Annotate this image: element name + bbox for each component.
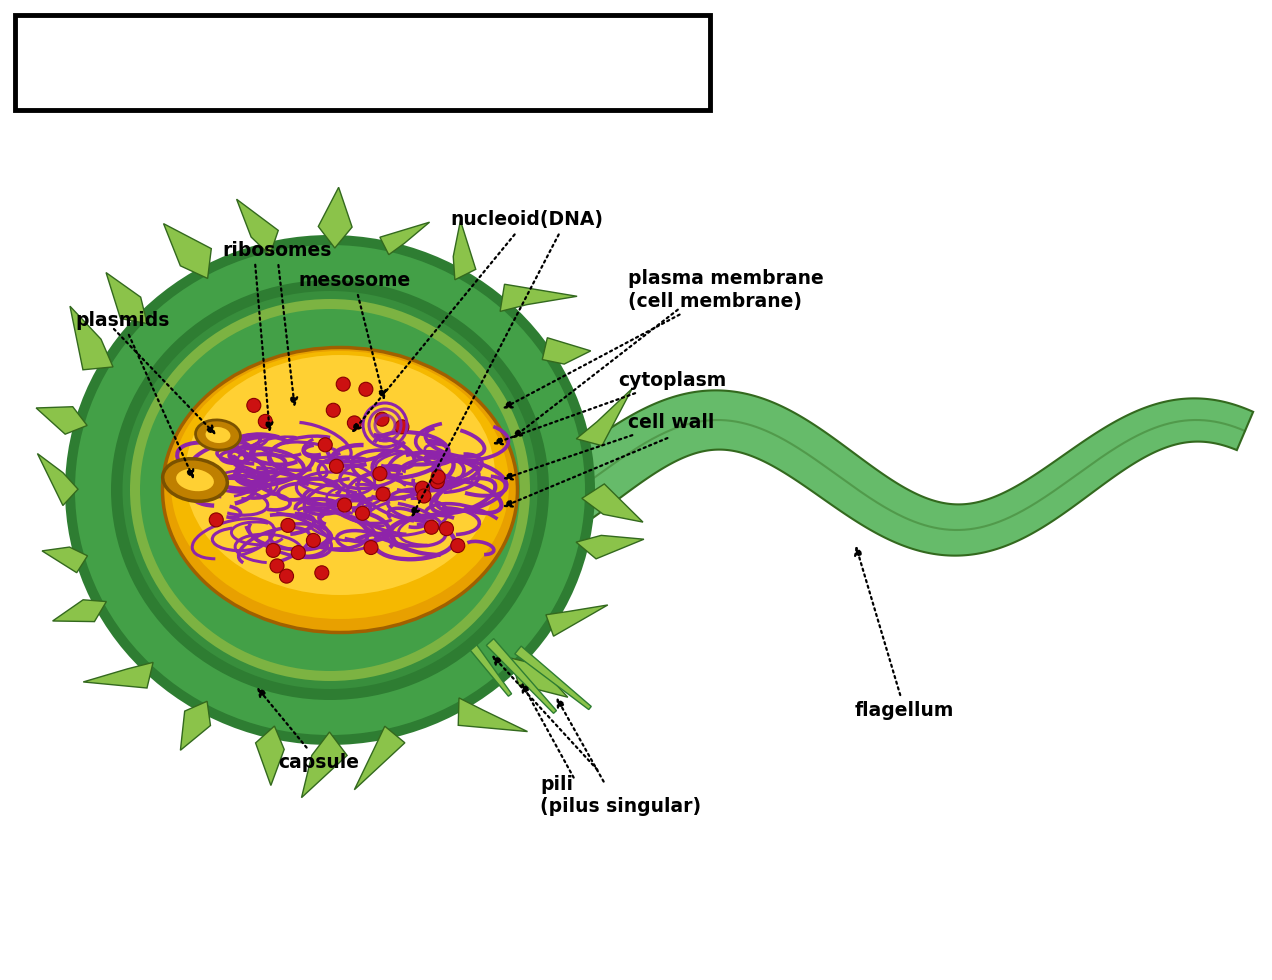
- Circle shape: [347, 416, 361, 430]
- Polygon shape: [301, 732, 347, 798]
- Ellipse shape: [140, 309, 520, 671]
- Circle shape: [450, 539, 464, 553]
- Polygon shape: [542, 338, 590, 365]
- Circle shape: [394, 419, 410, 434]
- Polygon shape: [83, 662, 153, 688]
- Polygon shape: [458, 698, 528, 731]
- Circle shape: [377, 487, 391, 501]
- Ellipse shape: [176, 468, 214, 491]
- Polygon shape: [546, 605, 608, 636]
- Circle shape: [440, 521, 454, 536]
- Polygon shape: [576, 535, 644, 559]
- Polygon shape: [557, 390, 1253, 556]
- Circle shape: [314, 565, 328, 580]
- Ellipse shape: [163, 459, 228, 502]
- Circle shape: [329, 460, 343, 473]
- Ellipse shape: [206, 427, 230, 443]
- Ellipse shape: [163, 348, 518, 632]
- Circle shape: [210, 513, 224, 527]
- Text: plasma membrane
(cell membrane): plasma membrane (cell membrane): [505, 270, 824, 408]
- Text: flagellum: flagellum: [855, 548, 954, 719]
- Circle shape: [281, 518, 295, 532]
- Text: pili
(pilus singular): pili (pilus singular): [494, 657, 701, 815]
- Ellipse shape: [130, 299, 530, 681]
- Circle shape: [364, 541, 378, 555]
- Circle shape: [416, 481, 430, 495]
- Circle shape: [280, 569, 294, 583]
- Circle shape: [318, 438, 332, 452]
- Circle shape: [425, 520, 439, 534]
- Text: cytoplasm: cytoplasm: [495, 370, 726, 444]
- Ellipse shape: [196, 419, 240, 450]
- Circle shape: [247, 399, 261, 413]
- Text: capsule: capsule: [258, 689, 359, 771]
- Text: Prokaryotic Cell Structure: Prokaryotic Cell Structure: [28, 41, 637, 83]
- Circle shape: [355, 507, 369, 520]
- Polygon shape: [500, 284, 577, 312]
- Polygon shape: [237, 199, 279, 255]
- Circle shape: [375, 413, 389, 426]
- Text: nucleoid(DNA): nucleoid(DNA): [354, 211, 603, 431]
- Circle shape: [431, 470, 445, 484]
- Circle shape: [327, 403, 341, 417]
- Polygon shape: [457, 627, 511, 696]
- Polygon shape: [52, 600, 107, 621]
- Ellipse shape: [111, 280, 550, 700]
- Polygon shape: [70, 306, 113, 369]
- Circle shape: [336, 377, 350, 391]
- Polygon shape: [164, 223, 211, 278]
- Polygon shape: [318, 187, 352, 248]
- Polygon shape: [576, 389, 632, 446]
- Polygon shape: [256, 726, 284, 786]
- Text: ribosomes: ribosomes: [223, 240, 332, 405]
- Text: cell wall: cell wall: [505, 413, 715, 479]
- Ellipse shape: [122, 291, 538, 689]
- Circle shape: [359, 382, 373, 396]
- Polygon shape: [453, 220, 476, 280]
- Circle shape: [291, 546, 305, 560]
- Polygon shape: [355, 726, 404, 790]
- Circle shape: [270, 559, 284, 573]
- Polygon shape: [36, 407, 86, 434]
- FancyBboxPatch shape: [15, 15, 710, 110]
- Polygon shape: [486, 639, 556, 713]
- Circle shape: [266, 543, 280, 558]
- Polygon shape: [515, 646, 591, 710]
- Text: mesosome: mesosome: [298, 270, 411, 398]
- Ellipse shape: [65, 235, 595, 745]
- Ellipse shape: [75, 245, 585, 735]
- Circle shape: [337, 498, 351, 512]
- Polygon shape: [581, 484, 642, 522]
- Polygon shape: [511, 659, 567, 697]
- Polygon shape: [380, 222, 430, 255]
- Polygon shape: [42, 547, 88, 572]
- Polygon shape: [181, 702, 210, 751]
- Text: plasmids: plasmids: [75, 311, 193, 477]
- Circle shape: [373, 466, 387, 481]
- Polygon shape: [106, 272, 148, 323]
- Polygon shape: [37, 454, 78, 506]
- Circle shape: [258, 415, 272, 428]
- Ellipse shape: [184, 355, 495, 595]
- Ellipse shape: [170, 351, 509, 619]
- Circle shape: [430, 474, 444, 489]
- Circle shape: [417, 489, 431, 503]
- Circle shape: [307, 533, 321, 548]
